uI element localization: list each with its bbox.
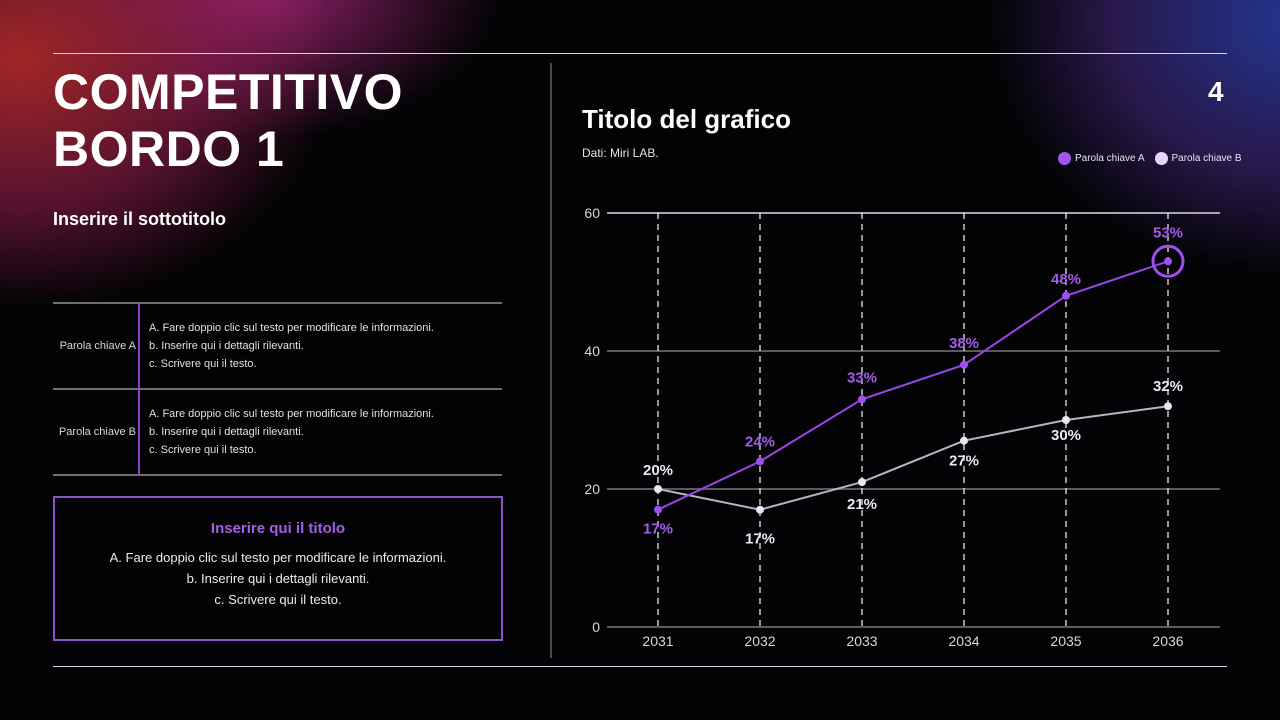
series-b-marker <box>1062 416 1070 424</box>
chart-series: 20% 17% 21% 27% 30% 32% 17% 24% 33% 38% 48% 53% <box>643 224 1185 548</box>
series-b-marker <box>960 436 968 445</box>
series-b-data-label: 30% <box>1051 427 1081 444</box>
row-line: A. Fare doppio clic sul testo per modifi… <box>149 322 434 334</box>
slide-subtitle: Inserire il sottotitolo <box>53 209 227 229</box>
y-tick-label: 40 <box>584 343 600 359</box>
slide-title-line-2: BORDO 1 <box>53 121 285 177</box>
series-a-marker <box>1164 257 1172 266</box>
callout-box: Inserire qui il titolo A. Fare doppio cl… <box>53 496 503 641</box>
bottom-divider <box>53 666 1227 667</box>
x-tick-label: 2035 <box>1050 633 1081 649</box>
table-row: Parola chiave A A. Fare doppio clic sul … <box>53 304 502 390</box>
row-line: c. Scrivere qui il testo. <box>149 444 257 456</box>
row-values: A. Fare doppio clic sul testo per modifi… <box>140 304 434 388</box>
series-a-data-label: 38% <box>949 335 979 352</box>
y-tick-label: 20 <box>584 481 600 497</box>
y-tick-label: 60 <box>584 205 600 221</box>
series-a-marker <box>654 505 662 514</box>
series-a-data-label: 53% <box>1153 224 1183 241</box>
table-row: Parola chiave B A. Fare doppio clic sul … <box>53 390 502 476</box>
row-key: Parola chiave B <box>53 390 140 474</box>
page-number: 4 <box>1208 76 1224 107</box>
series-a-line <box>657 260 1169 511</box>
x-tick-label: 2032 <box>744 633 775 649</box>
legend-dot-b-icon <box>1154 152 1168 165</box>
legend-label-b: Parola chiave B <box>1171 153 1242 164</box>
row-line: b. Inserire qui i dettagli rilevanti. <box>149 426 304 438</box>
series-b-marker <box>654 485 662 493</box>
chart-legend: Parola chiave A Parola chiave B <box>1058 152 1248 165</box>
series-b-marker <box>756 505 764 514</box>
callout-line: b. Inserire qui i dettagli rilevanti. <box>186 571 370 586</box>
legend-label-a: Parola chiave A <box>1075 153 1145 164</box>
y-axis-ticks: 0 20 40 60 <box>584 205 600 635</box>
x-axis-ticks: 2031 2032 2033 2034 2035 2036 <box>642 633 1183 649</box>
series-a-marker <box>960 360 968 369</box>
callout-title: Inserire qui il titolo <box>210 520 346 537</box>
legend-item-b: Parola chiave B <box>1154 152 1242 165</box>
series-b-data-label: 21% <box>847 496 877 513</box>
row-key: Parola chiave A <box>53 304 140 388</box>
slide-title: COMPETITIVO BORDO 1 <box>53 64 403 178</box>
y-tick-label: 0 <box>592 619 600 635</box>
callout-line: A. Fare doppio clic sul testo per modifi… <box>109 550 447 565</box>
column-separator <box>550 63 552 658</box>
series-b-marker <box>1164 402 1172 411</box>
legend-dot-a-icon <box>1058 152 1071 165</box>
series-b-data-label: 17% <box>745 531 775 548</box>
highlight-ring-icon <box>1151 244 1185 278</box>
chart-title: Titolo del grafico <box>582 104 791 134</box>
x-tick-label: 2033 <box>846 633 877 649</box>
series-a-marker <box>858 395 866 404</box>
callout-body: A. Fare doppio clic sul testo per modifi… <box>55 547 501 610</box>
row-line: c. Scrivere qui il testo. <box>149 358 257 370</box>
x-tick-label: 2036 <box>1152 633 1183 649</box>
series-b-data-label: 27% <box>949 453 979 470</box>
chart-grid <box>607 212 1220 628</box>
series-a-data-label: 48% <box>1051 271 1081 288</box>
keyword-table: Parola chiave A A. Fare doppio clic sul … <box>53 302 502 476</box>
series-b-data-label: 32% <box>1153 378 1183 395</box>
row-line: b. Inserire qui i dettagli rilevanti. <box>149 340 304 352</box>
series-b-line <box>657 405 1169 511</box>
series-a-data-label: 17% <box>643 521 673 538</box>
slide-title-line-1: COMPETITIVO <box>53 64 403 120</box>
series-a-marker <box>1062 291 1070 300</box>
row-line: A. Fare doppio clic sul testo per modifi… <box>149 408 434 420</box>
series-b-data-label: 20% <box>643 462 673 479</box>
top-divider <box>53 53 1227 54</box>
x-tick-label: 2031 <box>642 633 673 649</box>
series-a-data-label: 33% <box>847 369 877 386</box>
row-values: A. Fare doppio clic sul testo per modifi… <box>140 390 434 474</box>
series-a-data-label: 24% <box>745 433 775 450</box>
callout-line: c. Scrivere qui il testo. <box>214 592 342 607</box>
x-tick-label: 2034 <box>948 633 979 649</box>
legend-item-a: Parola chiave A <box>1058 152 1145 165</box>
series-b-marker <box>858 478 866 487</box>
series-a-marker <box>756 457 764 466</box>
chart-source: Dati: Miri LAB. <box>582 146 659 160</box>
